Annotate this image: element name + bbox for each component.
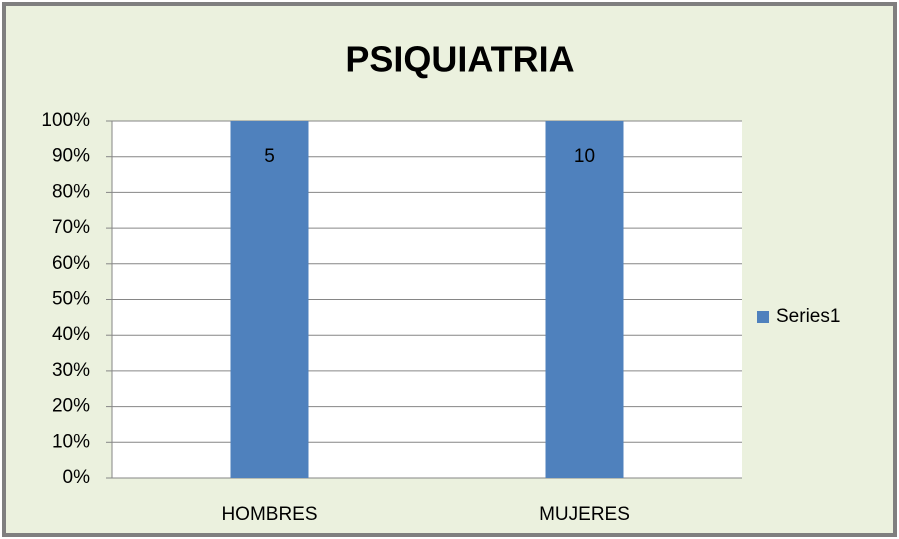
y-tick-label: 100% <box>41 110 90 131</box>
x-tick-label: MUJERES <box>539 504 630 525</box>
y-tick-label: 40% <box>52 324 90 345</box>
y-tick-label: 0% <box>63 467 91 488</box>
legend-swatch <box>757 311 769 323</box>
chart-title: PSIQUIATRIA <box>345 39 574 80</box>
legend-label: Series1 <box>776 306 840 327</box>
y-tick-label: 90% <box>52 146 90 167</box>
data-label: 10 <box>574 146 595 167</box>
y-tick-label: 70% <box>52 217 90 238</box>
y-tick-label: 50% <box>52 289 90 310</box>
x-tick-label: HOMBRES <box>221 504 317 525</box>
bar <box>545 121 624 478</box>
data-label: 5 <box>264 146 275 167</box>
y-tick-label: 10% <box>52 431 90 452</box>
y-tick-label: 80% <box>52 181 90 202</box>
y-tick-label: 30% <box>52 360 90 381</box>
y-tick-label: 60% <box>52 253 90 274</box>
bar <box>230 121 309 478</box>
y-tick-label: 20% <box>52 396 90 417</box>
